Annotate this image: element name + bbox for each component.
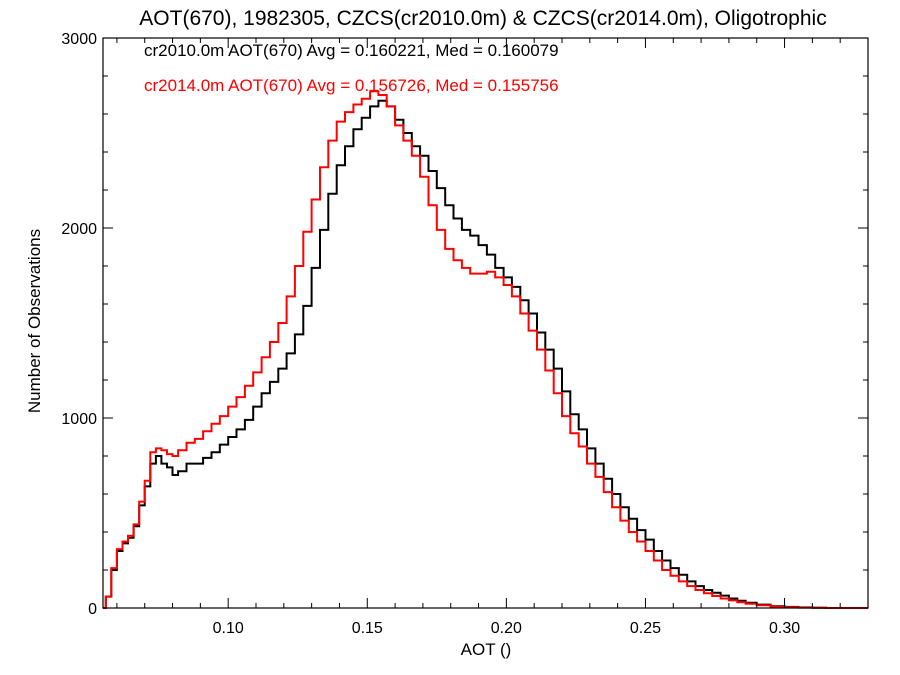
y-tick-label: 1000 (61, 411, 97, 428)
y-tick-label: 0 (88, 601, 97, 618)
chart-title: AOT(670), 1982305, CZCS(cr2010.0m) & CZC… (139, 7, 826, 30)
annotation-cr2010-stats: cr2010.0m AOT(670) Avg = 0.160221, Med =… (144, 41, 559, 60)
x-axis-label: AOT () (461, 640, 512, 659)
y-tick-label: 3000 (61, 31, 97, 48)
y-axis-label: Number of Observations (25, 229, 44, 413)
x-axis: 0.10 0.15 0.20 0.25 0.30 (116, 38, 841, 637)
plot-frame (102, 37, 869, 609)
x-tick-label: 0.25 (630, 620, 661, 637)
annotation-cr2014-stats: cr2014.0m AOT(670) Avg = 0.156726, Med =… (144, 76, 559, 95)
x-tick-label: 0.20 (491, 620, 522, 637)
x-tick-label: 0.15 (352, 620, 383, 637)
y-axis: 0 1000 2000 3000 (61, 31, 868, 618)
x-tick-label: 0.10 (213, 620, 244, 637)
y-tick-label: 2000 (61, 221, 97, 238)
x-tick-label: 0.30 (769, 620, 800, 637)
plot-area (102, 37, 869, 609)
series-line-cr2014 (103, 90, 868, 609)
series-line-cr2010 (103, 99, 868, 609)
